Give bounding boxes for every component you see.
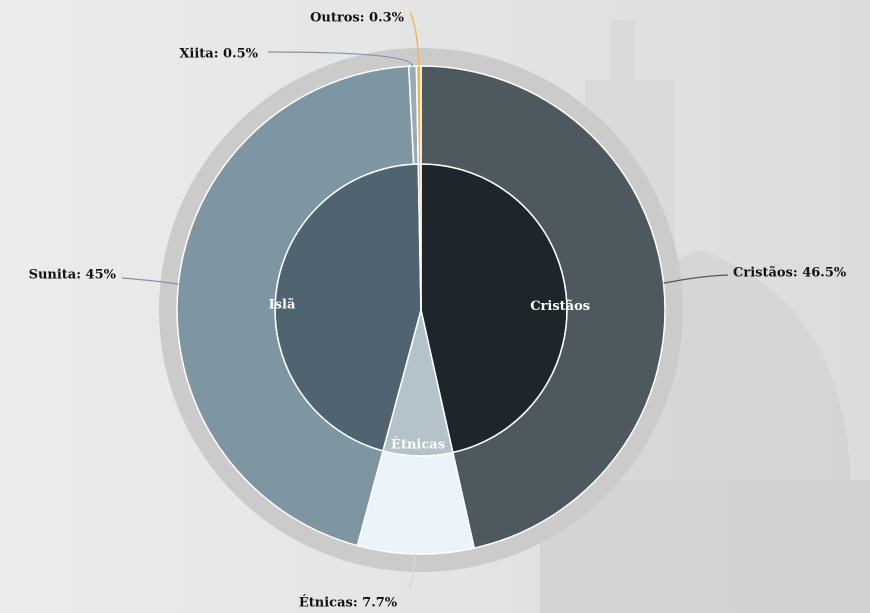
- outer-label: Sunita: 45%: [29, 268, 117, 283]
- outer-label: Étnicas: 7.7%: [299, 595, 398, 611]
- outer-label: Cristãos: 46.5%: [733, 266, 847, 281]
- inner-label: Islã: [269, 297, 296, 312]
- inner-label: Cristãos: [530, 299, 590, 314]
- chart: Cristãos Étnicas Islã Cristãos: 46.5% Étnica…: [0, 0, 870, 613]
- outer-label: Xiita: 0.5%: [179, 47, 258, 62]
- outer-label: Outros: 0.3%: [310, 11, 405, 26]
- inner-label: Étnicas: [391, 436, 445, 452]
